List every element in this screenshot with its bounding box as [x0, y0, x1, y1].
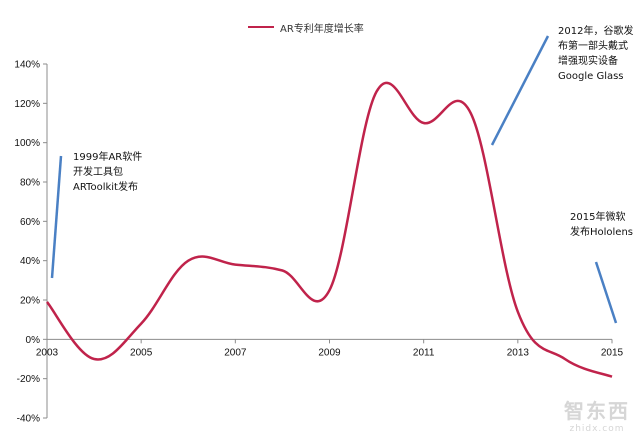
legend-label: AR专利年度增长率: [280, 23, 364, 35]
annotation-pointer: [50, 155, 63, 279]
annotation-line: 发布Hololens: [570, 227, 634, 238]
watermark-url: zhidx.com: [569, 424, 625, 434]
x-tick-label: 2005: [130, 347, 153, 358]
y-tick-label: 60%: [20, 217, 40, 228]
annotation-pointer-lines: [50, 35, 618, 324]
annotation-pointer: [490, 35, 550, 146]
watermark: 智东西 zhidx.com: [564, 395, 630, 434]
annotation-line: ARToolkit发布: [73, 182, 138, 193]
x-tick-label: 2011: [413, 347, 435, 358]
y-tick-label: -20%: [17, 374, 40, 385]
chart-axes: [43, 63, 613, 419]
x-tick-label: 2013: [507, 347, 530, 358]
annotation-line: Google Glass: [558, 71, 624, 82]
y-tick-label: 80%: [20, 178, 40, 189]
annotation-google-glass: 2012年，谷歌发 布第一部头戴式 增强现实设备 Google Glass: [558, 24, 633, 84]
series-line: [46, 81, 613, 378]
x-tick-label: 2015: [601, 347, 624, 358]
x-tick-label: 2007: [224, 347, 247, 358]
y-tick-label: 0%: [26, 335, 41, 346]
annotation-line: 2012年，谷歌发: [558, 26, 634, 37]
annotation-line: 布第一部头戴式: [558, 41, 628, 52]
y-tick-label: 140%: [14, 60, 40, 71]
x-tick-label: 2003: [36, 347, 59, 358]
x-tick-label: 2009: [318, 347, 341, 358]
x-axis-tick-labels: 2003 2005 2007 2009 2011 2013 2015: [36, 347, 624, 358]
y-tick-label: 20%: [20, 296, 40, 307]
annotation-hololens: 2015年微软 发布Hololens: [570, 210, 633, 240]
annotation-artoolkit: 1999年AR软件 开发工具包 ARToolkit发布: [73, 150, 142, 195]
y-tick-label: -40%: [17, 414, 40, 425]
y-tick-label: 100%: [14, 138, 40, 149]
series-lines: [46, 81, 613, 378]
chart-legend: AR专利年度增长率: [248, 20, 364, 35]
y-axis-tick-labels: 140% 120% 100% 80% 60% 40% 20% 0% -20% -40%: [14, 60, 40, 425]
watermark-logo: 智东西: [564, 399, 630, 423]
y-tick-label: 40%: [20, 256, 40, 267]
annotation-line: 2015年微软: [570, 212, 626, 223]
annotation-line: 1999年AR软件: [73, 152, 143, 163]
annotation-line: 增强现实设备: [558, 56, 618, 67]
y-tick-label: 120%: [14, 99, 40, 110]
legend-swatch: [248, 26, 274, 28]
annotation-pointer: [594, 261, 618, 324]
annotation-line: 开发工具包: [73, 167, 123, 178]
